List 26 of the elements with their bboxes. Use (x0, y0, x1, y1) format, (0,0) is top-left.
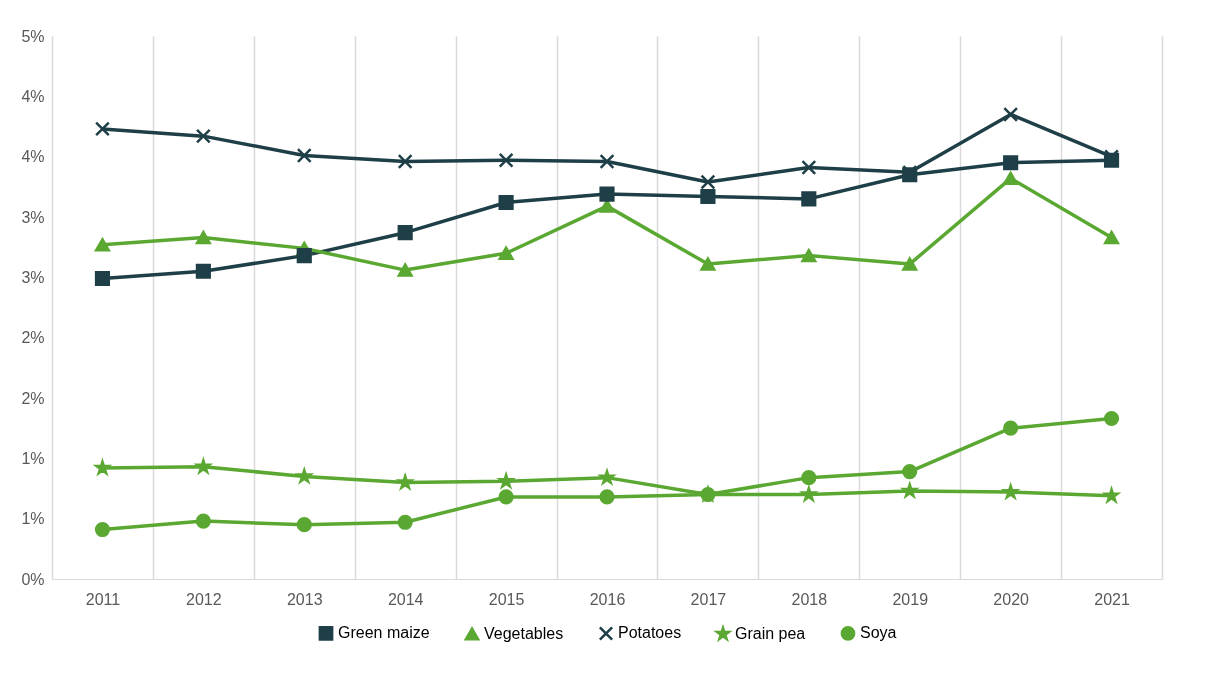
y-tick-label: 2% (21, 329, 45, 347)
legend-label: Grain pea (735, 625, 806, 643)
y-tick-label: 3% (21, 268, 45, 286)
y-tick-label: 4% (21, 87, 45, 105)
legend-label: Soya (860, 624, 897, 642)
x-tick-label: 2021 (1094, 590, 1130, 608)
x-tick-label: 2013 (286, 590, 323, 608)
x-tick-label: 2016 (589, 590, 626, 608)
x-tick-label: 2019 (892, 590, 929, 608)
x-tick-label: 2015 (488, 590, 525, 608)
legend-label: Green maize (338, 624, 430, 642)
y-tick-label: 5% (21, 27, 45, 45)
y-tick-label: 0% (21, 570, 45, 588)
x-tick-label: 2017 (690, 590, 727, 608)
y-tick-label: 3% (21, 208, 45, 226)
x-tick-label: 2020 (993, 590, 1030, 608)
x-tick-label: 2014 (387, 590, 424, 608)
y-tick-label: 4% (21, 148, 45, 166)
legend-label: Vegetables (484, 624, 564, 642)
x-tick-label: 2011 (85, 590, 121, 608)
x-tick-label: 2018 (791, 590, 828, 608)
legend-label: Potatoes (618, 624, 682, 642)
y-tick-label: 2% (21, 389, 45, 407)
x-tick-label: 2012 (186, 590, 222, 608)
y-tick-label: 1% (21, 449, 45, 467)
y-tick-label: 1% (21, 510, 45, 528)
